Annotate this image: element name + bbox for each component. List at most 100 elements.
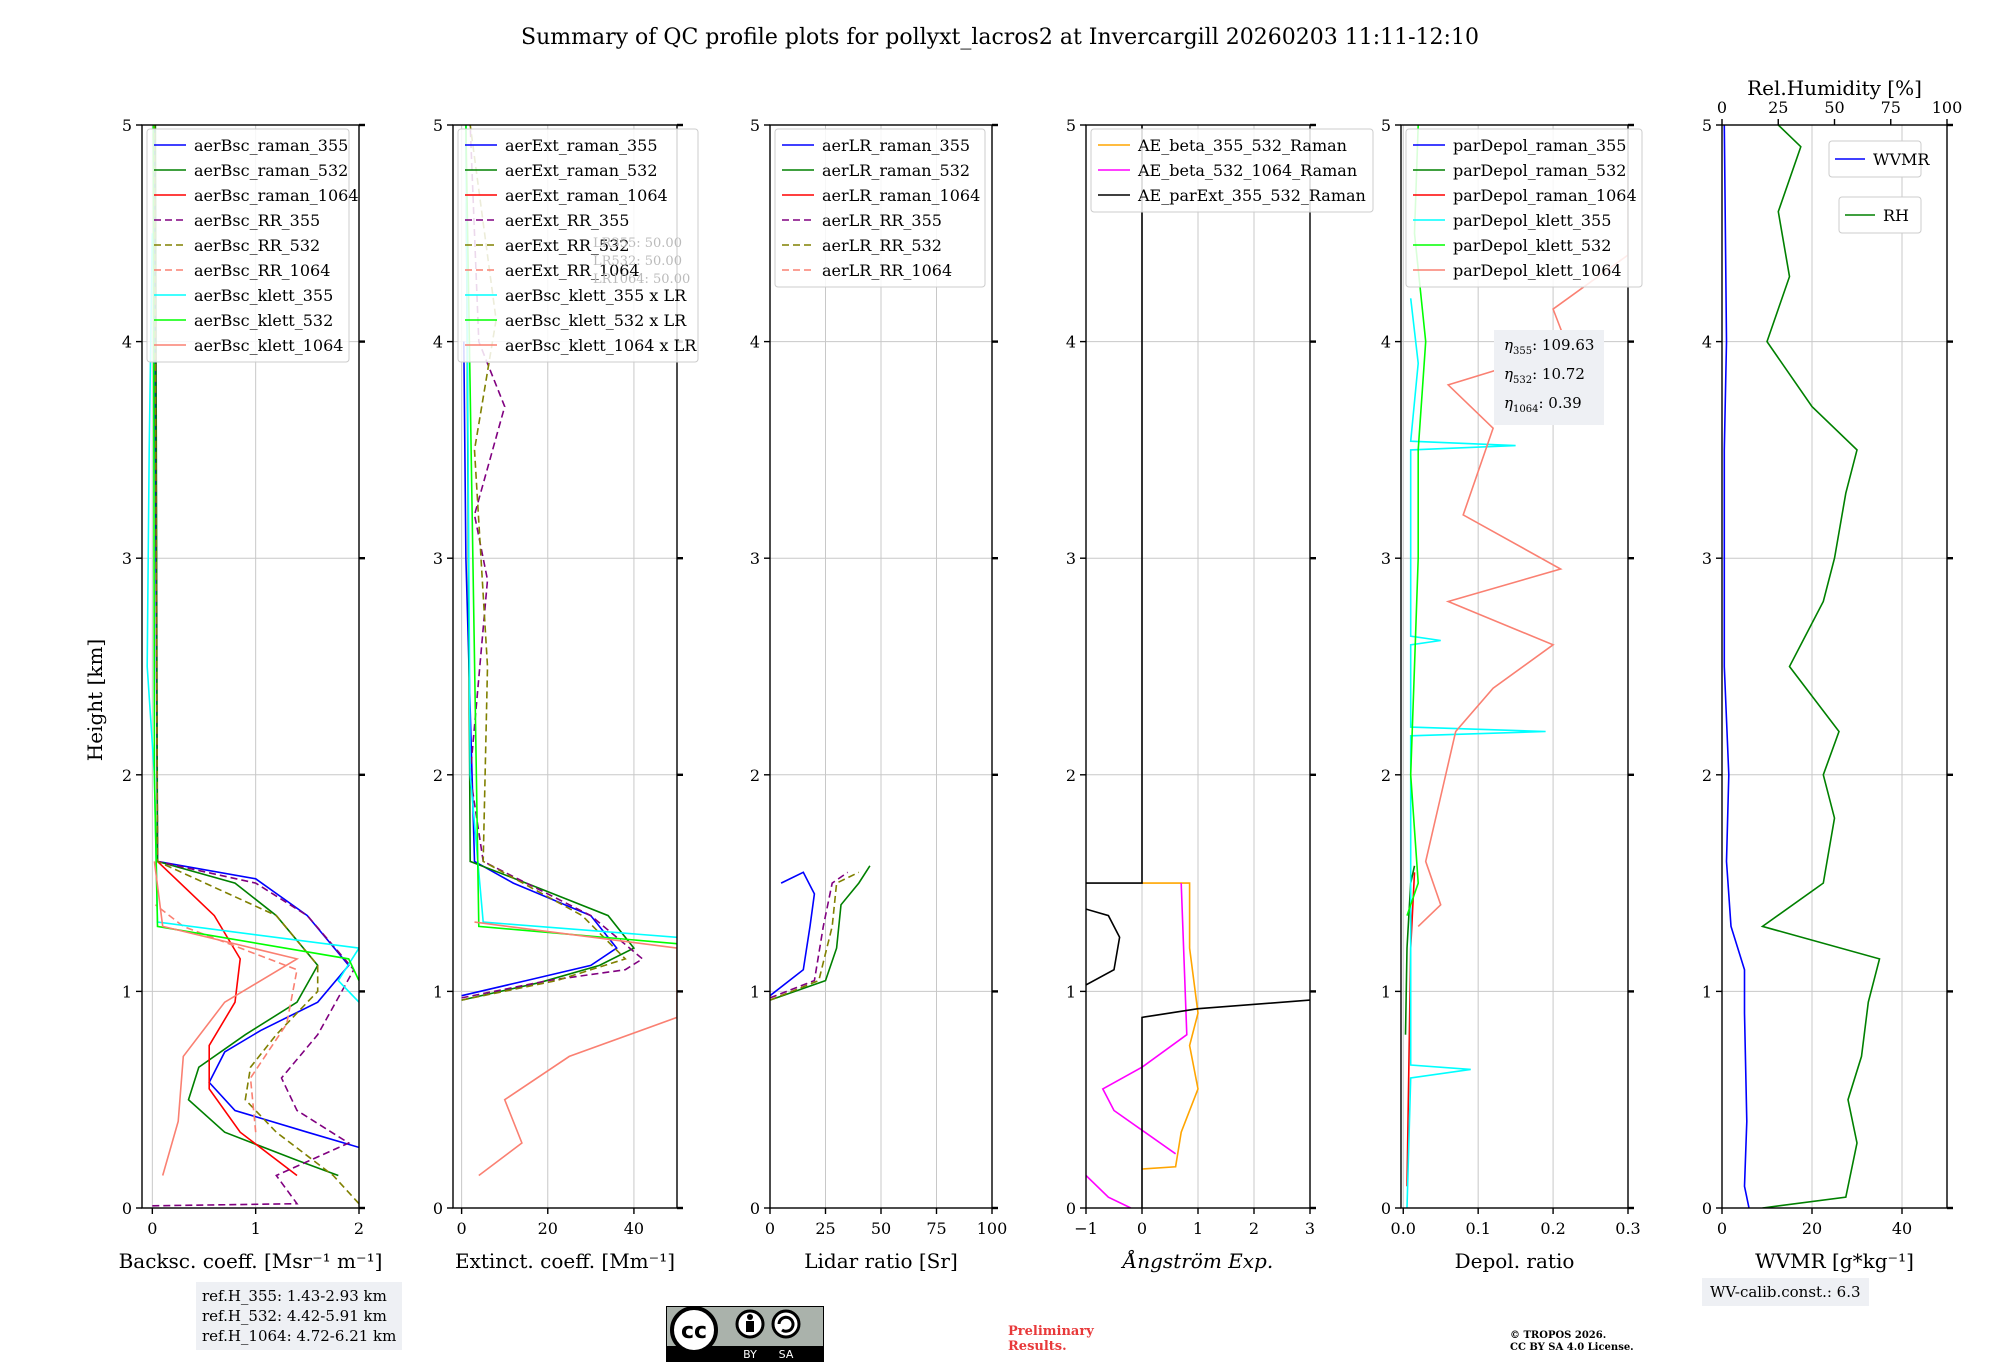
series-line-aerBsc_klett_1064 x LR xyxy=(474,921,677,1177)
series-line-aerBsc_klett_532 x LR xyxy=(465,125,677,945)
wv-calib-text: WV-calib.const.: 6.3 xyxy=(1710,1283,1861,1301)
legend-box-RH xyxy=(1838,196,1922,234)
legend-label-1: aerLR_raman_532 xyxy=(822,161,970,180)
faded-lr-label-1: LR532: 50.00 xyxy=(593,254,682,269)
y-tick-label-0: 0 xyxy=(750,1199,760,1218)
series-line-aerBsc_RR_532 xyxy=(153,125,359,1205)
eta-532: η532: 10.72 xyxy=(1504,365,1585,386)
y-tick-label-3: 3 xyxy=(750,549,760,568)
legend: AE_beta_355_532_Raman AE_beta_532_1064_Ra… xyxy=(1090,128,1374,213)
eta-532-value: 10.72 xyxy=(1541,365,1585,383)
legend: aerExt_raman_355 aerExt_raman_532 aerExt_r… xyxy=(457,128,699,363)
legend-box-WVMR xyxy=(1828,140,1922,178)
x-axis-label: Backsc. coeff. [Msr⁻¹ m⁻¹] xyxy=(119,1249,383,1273)
series-line-AE_beta_355_532_Raman xyxy=(1141,882,1199,1170)
x-tick-label-3: 75 xyxy=(926,1219,946,1238)
cc-by: BY xyxy=(743,1348,757,1361)
legend-label-6: aerBsc_klett_355 x LR xyxy=(505,286,687,305)
y-tick-label-3: 3 xyxy=(433,549,443,568)
x-axis-label: Ångström Exp. xyxy=(1121,1248,1273,1273)
legend-label-0: aerBsc_raman_355 xyxy=(194,136,348,155)
legend-label-1: aerBsc_raman_532 xyxy=(194,161,348,180)
y-tick-label-2: 2 xyxy=(122,766,132,785)
y-tick-label-2: 2 xyxy=(1702,766,1712,785)
y-tick-label-1: 1 xyxy=(1702,982,1712,1001)
eta-355-sub: 355 xyxy=(1513,346,1533,357)
series-line-aerBsc_klett_355 x LR xyxy=(465,125,677,939)
y-tick-label-5: 5 xyxy=(1702,116,1712,135)
y-tick-label-3: 3 xyxy=(1066,549,1076,568)
legend-label-4: parDepol_klett_532 xyxy=(1453,236,1611,255)
preliminary-line2: Results. xyxy=(1008,1339,1067,1354)
series-line-WVMR xyxy=(1723,125,1750,1208)
axes-frame xyxy=(1400,124,1629,1209)
y-tick-label-1: 1 xyxy=(122,982,132,1001)
legend: parDepol_raman_355 parDepol_raman_532 parD… xyxy=(1405,128,1643,288)
x-axis-label: Depol. ratio xyxy=(1455,1249,1575,1273)
y-tick-label-2: 2 xyxy=(433,766,443,785)
legend-label-6: aerBsc_klett_355 xyxy=(194,286,333,305)
eta-355: η355: 109.63 xyxy=(1504,336,1595,357)
series-line-aerLR_raman_355 xyxy=(770,871,816,997)
y-tick-label-5: 5 xyxy=(1066,116,1076,135)
series-line-aerLR_RR_355 xyxy=(770,871,849,999)
legend-label-7: aerBsc_klett_532 xyxy=(194,311,333,330)
legend-label-3: parDepol_klett_355 xyxy=(1453,211,1611,230)
x-tick-label-3: 0.3 xyxy=(1615,1219,1640,1238)
legend-label-8: aerBsc_klett_1064 x LR xyxy=(505,336,697,355)
y-tick-label-4: 4 xyxy=(1702,333,1712,352)
series-line-aerExt_raman_355 xyxy=(461,341,618,997)
x-tick-label-4: 3 xyxy=(1305,1219,1315,1238)
y-tick-label-4: 4 xyxy=(433,333,443,352)
legend-label-0: aerLR_raman_355 xyxy=(822,136,970,155)
ref-height-box: ref.H_355: 1.43-2.93 km ref.H_532: 4.42-… xyxy=(196,1282,403,1350)
legend-box xyxy=(146,128,350,363)
x-tick-label-0: 0 xyxy=(1717,1219,1727,1238)
legend-label-3: aerExt_RR_355 xyxy=(505,211,629,230)
x-tick-label-1: 20 xyxy=(1802,1219,1822,1238)
preliminary-line1: Preliminary xyxy=(1008,1324,1094,1339)
series-line-parDepol_klett_355 xyxy=(1406,298,1546,1208)
copyright-line1: © TROPOS 2026. xyxy=(1510,1330,1607,1341)
legend-label-0: aerExt_raman_355 xyxy=(505,136,658,155)
x-axis-label: Lidar ratio [Sr] xyxy=(804,1249,958,1273)
x-tick-label-0: 0 xyxy=(147,1219,157,1238)
legend-label-0: AE_beta_355_532_Raman xyxy=(1137,136,1347,155)
series-line-parDepol_raman_532 xyxy=(1404,865,1416,1035)
copyright: © TROPOS 2026. CC BY SA 4.0 License. xyxy=(1510,1330,1634,1354)
y-tick-label-4: 4 xyxy=(122,333,132,352)
y-tick-label-4: 4 xyxy=(1066,333,1076,352)
panel-depolarization: 0 1 2 3 4 5 0.0 0.1 0.2 0.3 Depol. ratio parDepol_r… xyxy=(1381,116,1643,1273)
legend-label-WVMR: WVMR xyxy=(1873,150,1930,169)
y-tick-label-5: 5 xyxy=(433,116,443,135)
series-line-AE_beta_532_1064_Raman xyxy=(1086,1174,1132,1208)
axes-frame xyxy=(452,124,678,1209)
series-group xyxy=(1404,125,1628,1208)
x-tick-label-4: 100 xyxy=(977,1219,1008,1238)
x-tick-label-3: 2 xyxy=(1249,1219,1259,1238)
y-tick-label-0: 0 xyxy=(433,1199,443,1218)
x2-tick-label-1: 25 xyxy=(1768,98,1788,117)
series-line-RH xyxy=(1760,125,1881,1208)
x2-axis-label: Rel.Humidity [%] xyxy=(1747,76,1922,100)
ref-height-532: ref.H_532: 4.42-5.91 km xyxy=(202,1307,387,1325)
y-tick-label-5: 5 xyxy=(750,116,760,135)
x-tick-label-2: 40 xyxy=(1892,1219,1912,1238)
eta-box: η355: 109.63 η532: 10.72 η1064: 0.39 xyxy=(1494,330,1605,425)
figure-title: Summary of QC profile plots for pollyxt_… xyxy=(521,25,1479,50)
series-line-aerLR_raman_532 xyxy=(770,865,871,1001)
x-tick-label-1: 25 xyxy=(815,1219,835,1238)
y-tick-label-3: 3 xyxy=(1381,549,1391,568)
legend-box xyxy=(1090,128,1374,213)
x2-tick-label-0: 0 xyxy=(1717,98,1727,117)
ref-height-355: ref.H_355: 1.43-2.93 km xyxy=(202,1287,387,1305)
series-line-parDepol_klett_1064 xyxy=(1417,179,1628,927)
x2-tick-label-4: 100 xyxy=(1932,98,1963,117)
legend-label-1: parDepol_raman_532 xyxy=(1453,161,1626,180)
x2-tick-label-2: 50 xyxy=(1824,98,1844,117)
series-group xyxy=(461,125,677,1177)
series-group xyxy=(146,125,359,1207)
legend-label-0: parDepol_raman_355 xyxy=(1453,136,1626,155)
y-tick-label-2: 2 xyxy=(750,766,760,785)
